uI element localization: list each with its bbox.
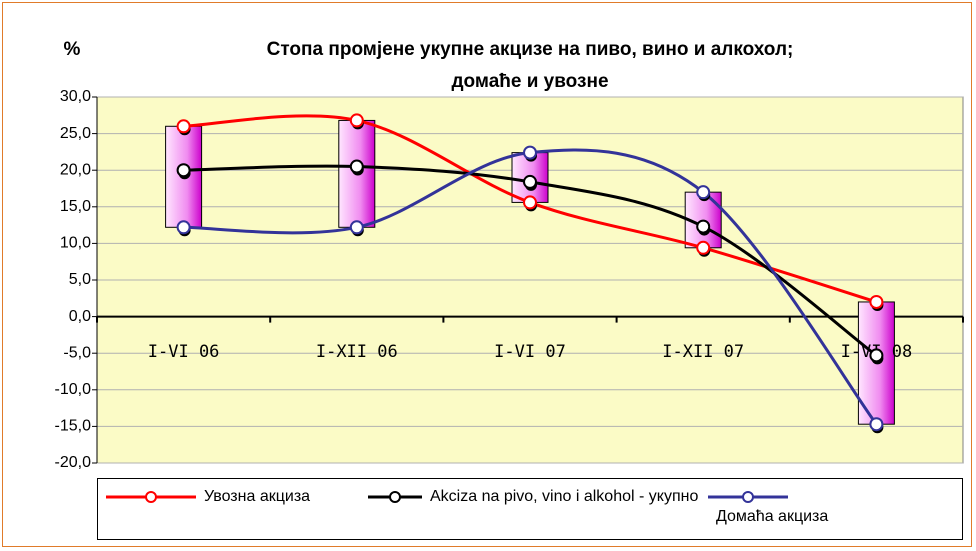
marker xyxy=(523,145,537,160)
legend-marker xyxy=(145,491,157,503)
marker xyxy=(176,163,191,178)
chart-title: домаће и увозне xyxy=(451,71,608,92)
marker xyxy=(349,159,364,174)
marker xyxy=(869,294,884,309)
y-tick-label: -5,0 xyxy=(63,344,91,361)
legend-marker xyxy=(742,491,754,503)
y-tick-label: 5,0 xyxy=(69,271,91,288)
marker xyxy=(176,119,191,134)
marker xyxy=(523,174,537,189)
legend-label: Akciza na pivo, vino i alkohol - укупно xyxy=(430,488,699,505)
marker xyxy=(176,220,191,235)
marker xyxy=(869,417,884,432)
legend-item: Домаћа акциза xyxy=(708,487,962,529)
legend-label: Увозна акциза xyxy=(204,488,311,505)
y-tick-label: 15,0 xyxy=(60,198,91,215)
legend-item: Akciza na pivo, vino i alkohol - укупно xyxy=(368,487,720,509)
y-tick-label: -15,0 xyxy=(55,418,92,435)
y-tick-label: -10,0 xyxy=(55,381,92,398)
x-tick-label: I-XII 06 xyxy=(316,342,398,362)
legend-item: Увозна акциза xyxy=(106,487,464,509)
marker xyxy=(696,240,711,255)
y-axis-label: % xyxy=(64,39,81,60)
legend: Увозна акциза Akciza na pivo, vino i alko… xyxy=(97,478,963,540)
marker xyxy=(349,113,364,128)
y-tick-label: 25,0 xyxy=(60,125,91,142)
x-tick-label: I-VI 06 xyxy=(148,342,220,362)
legend-marker xyxy=(389,491,401,503)
y-tick-label: 20,0 xyxy=(60,161,91,178)
legend-swatch xyxy=(708,491,788,503)
y-tick-label: 0,0 xyxy=(69,308,91,325)
legend-swatch xyxy=(368,491,422,503)
chart-title: Стопа промјене укупне акцизе на пиво, ви… xyxy=(267,39,794,60)
marker xyxy=(869,348,884,363)
y-tick-label: 10,0 xyxy=(60,235,91,252)
y-tick-label: -20,0 xyxy=(55,454,92,471)
x-tick-label: I-XII 07 xyxy=(662,342,744,362)
x-tick-label: I-VI 07 xyxy=(494,342,566,362)
legend-label: Домаћа акциза xyxy=(716,508,829,525)
y-tick-label: 30,0 xyxy=(60,88,91,105)
marker xyxy=(696,185,711,200)
legend-swatch xyxy=(106,491,196,503)
marker xyxy=(696,219,711,234)
marker xyxy=(349,220,364,235)
marker xyxy=(523,195,537,210)
